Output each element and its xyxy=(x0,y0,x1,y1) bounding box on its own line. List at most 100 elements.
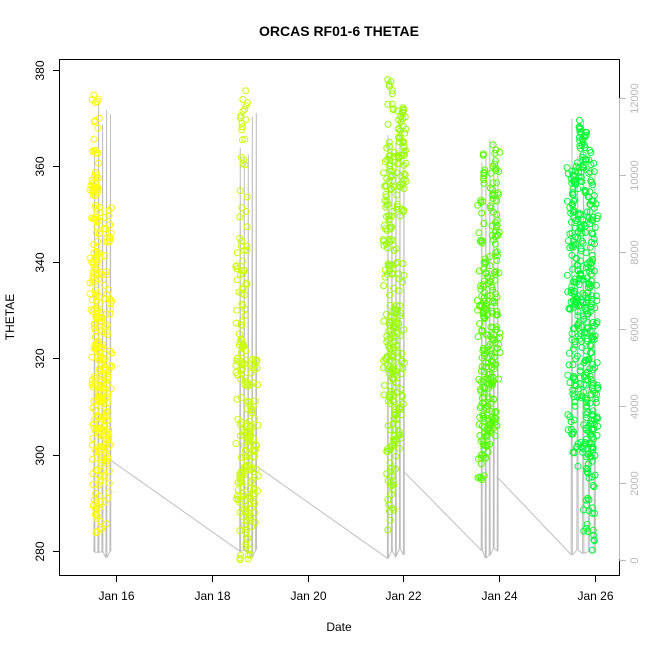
data-point xyxy=(233,262,241,270)
data-point xyxy=(479,151,487,159)
data-point xyxy=(584,274,591,282)
data-point xyxy=(493,422,501,430)
data-point xyxy=(474,333,482,341)
data-point xyxy=(401,129,409,137)
data-point xyxy=(581,156,589,164)
y-axis-right-altitude: 0 2000 4000 6000 8000 10000 12000 xyxy=(619,83,641,564)
data-point xyxy=(247,423,255,431)
data-point xyxy=(589,319,597,326)
data-point xyxy=(588,251,596,259)
data-point xyxy=(388,87,396,95)
data-point xyxy=(593,431,601,439)
data-point xyxy=(563,164,571,172)
data-point xyxy=(91,511,99,519)
data-point xyxy=(249,476,257,484)
data-point xyxy=(577,173,585,181)
data-point xyxy=(568,336,576,344)
data-point xyxy=(105,207,113,214)
data-point xyxy=(489,179,497,187)
data-point xyxy=(568,229,576,237)
data-point xyxy=(104,374,112,382)
data-point xyxy=(593,381,601,389)
data-point xyxy=(94,183,101,191)
data-point xyxy=(476,320,484,328)
data-point xyxy=(238,136,246,144)
data-point xyxy=(102,295,110,302)
data-point xyxy=(480,175,488,183)
data-point xyxy=(103,382,111,389)
data-point xyxy=(93,261,101,269)
data-point xyxy=(383,201,391,209)
data-point xyxy=(107,229,115,237)
data-point xyxy=(95,249,103,257)
data-point xyxy=(101,417,109,425)
data-point xyxy=(588,229,596,237)
data-point xyxy=(477,367,485,375)
data-point xyxy=(594,422,602,430)
data-point xyxy=(586,243,594,251)
data-point xyxy=(590,483,598,491)
data-point xyxy=(591,304,599,312)
data-point xyxy=(242,356,250,364)
data-point xyxy=(388,100,396,108)
data-point xyxy=(103,271,110,279)
data-point xyxy=(582,132,590,140)
data-point xyxy=(589,256,597,263)
data-point xyxy=(399,139,407,147)
data-point xyxy=(389,435,397,443)
data-point xyxy=(390,439,398,447)
data-point xyxy=(240,156,248,164)
data-point xyxy=(252,465,260,473)
data-point xyxy=(592,292,600,300)
data-point xyxy=(247,512,255,520)
y2-tick-label: 2000 xyxy=(629,471,641,495)
data-point xyxy=(571,341,579,349)
data-point xyxy=(580,381,588,388)
data-point xyxy=(92,277,100,285)
data-point xyxy=(496,349,504,356)
data-point xyxy=(396,403,404,411)
data-point xyxy=(383,213,390,221)
data-point xyxy=(575,123,583,131)
data-point xyxy=(593,297,601,305)
data-point xyxy=(569,189,577,197)
data-point xyxy=(590,159,598,167)
data-point xyxy=(580,388,588,396)
data-point xyxy=(493,216,501,224)
data-point xyxy=(93,217,101,225)
data-point xyxy=(97,467,105,475)
data-point xyxy=(587,300,595,307)
data-point xyxy=(488,379,495,387)
data-point xyxy=(589,217,597,224)
data-point xyxy=(577,438,585,446)
data-point xyxy=(591,224,599,231)
data-point xyxy=(590,204,598,212)
data-point xyxy=(491,276,499,284)
data-point xyxy=(92,149,100,157)
data-point xyxy=(395,153,403,161)
data-point xyxy=(390,366,397,374)
data-point xyxy=(400,185,408,193)
data-point xyxy=(101,471,109,479)
x-tick-label: Jan 16 xyxy=(98,589,134,603)
data-point xyxy=(254,472,262,480)
data-point xyxy=(584,469,592,477)
data-point xyxy=(576,137,584,145)
data-point xyxy=(573,443,580,451)
data-point xyxy=(584,494,592,502)
data-point xyxy=(102,366,110,374)
data-point xyxy=(396,302,404,310)
data-point xyxy=(233,306,241,314)
data-point xyxy=(481,404,489,412)
data-point xyxy=(384,422,392,430)
y2-tick-label: 10000 xyxy=(629,160,641,191)
data-point xyxy=(486,370,494,378)
data-point xyxy=(236,554,244,562)
data-point xyxy=(103,457,111,465)
data-point xyxy=(386,516,394,524)
data-point xyxy=(579,298,587,306)
series-2 xyxy=(379,76,410,534)
data-point xyxy=(484,448,492,456)
y2-tick-label: 0 xyxy=(629,557,641,563)
data-point xyxy=(93,243,101,251)
